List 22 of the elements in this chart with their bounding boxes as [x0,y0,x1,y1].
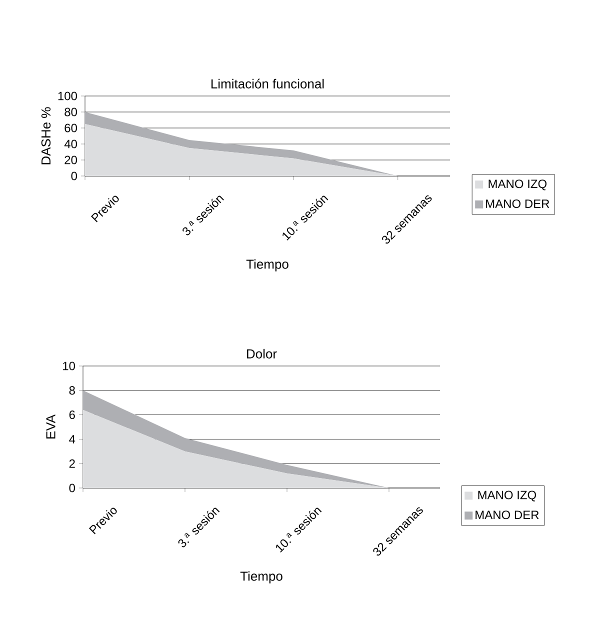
y-tick-label: 100 [58,92,77,100]
y-axis-title: EVA [46,414,56,438]
y-tick-label: 40 [64,140,77,148]
legend-label: MANO IZQ [478,490,536,502]
y-tick-label: 4 [69,435,76,444]
y-tick-label: 60 [64,124,77,132]
y-tick-label: 8 [69,386,75,395]
chart-title: Limitación funcional [211,78,324,88]
y-tick-label: 0 [71,172,78,180]
x-axis-title: Tiempo [246,259,288,272]
x-axis-title: Tiempo [240,571,282,584]
y-tick-label: 80 [64,108,77,116]
y-tick-label: 6 [69,410,75,420]
legend-label: MANO IZQ [488,180,547,190]
y-tick-label: 0 [69,484,76,492]
y-axis-title: DASHe % [41,107,51,164]
legend-label: MANO DER [486,199,550,208]
chart-title: Dolor [247,348,277,358]
y-tick-label: 2 [69,459,75,468]
y-tick-label: 20 [64,156,77,164]
y-tick-label: 10 [63,362,75,370]
legend-label: MANO DER [476,510,539,520]
